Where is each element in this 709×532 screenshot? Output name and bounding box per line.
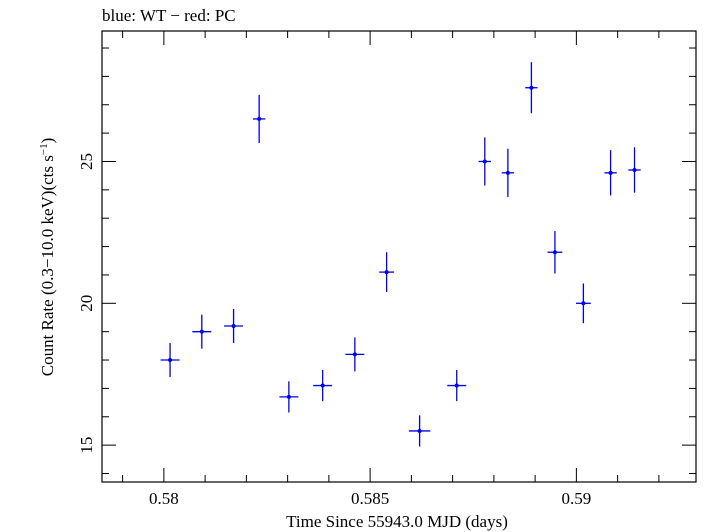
data-point <box>224 308 244 344</box>
y-axis-label-main: Count Rate (0.3−10.0 keV)(cts s <box>38 155 57 376</box>
data-point <box>408 415 431 447</box>
x-axis-label: Time Since 55943.0 MJD (days) <box>286 512 508 531</box>
data-point <box>279 381 299 413</box>
x-tick-label: 0.585 <box>351 489 389 508</box>
data-point <box>313 369 333 402</box>
data-point <box>547 230 563 274</box>
plot-axes <box>101 30 697 483</box>
point-marker <box>505 170 510 175</box>
point-marker <box>320 383 325 388</box>
data-point <box>604 150 617 196</box>
y-tick-label: 25 <box>77 153 96 170</box>
point-marker <box>581 301 586 306</box>
data-point <box>525 62 538 114</box>
point-marker <box>529 85 534 90</box>
data-point <box>192 314 212 349</box>
point-marker <box>199 329 204 334</box>
point-marker <box>482 159 487 164</box>
data-points <box>160 62 641 447</box>
y-axis-label-close: ) <box>38 138 57 144</box>
data-point <box>345 337 365 372</box>
point-marker <box>168 358 173 363</box>
data-point <box>628 147 641 193</box>
chart-title: blue: WT − red: PC <box>102 6 236 25</box>
point-marker <box>352 352 357 357</box>
point-marker <box>231 323 236 328</box>
data-point <box>160 343 180 378</box>
point-marker <box>384 270 389 275</box>
data-point <box>252 94 266 144</box>
tick-labels: 0.58 0.585 0.59 15 20 25 <box>77 153 591 508</box>
y-axis-label: Count Rate (0.3−10.0 keV)(cts s−1) <box>38 138 57 377</box>
data-point <box>478 137 491 186</box>
y-tick-label: 15 <box>77 437 96 454</box>
axis-ticks <box>102 31 696 482</box>
point-marker <box>286 394 291 399</box>
y-tick-label: 20 <box>77 295 96 312</box>
point-marker <box>552 250 557 255</box>
point-marker <box>608 170 613 175</box>
data-point <box>447 369 467 402</box>
data-point <box>379 252 395 292</box>
point-marker <box>417 428 422 433</box>
point-marker <box>632 167 637 172</box>
x-tick-label: 0.59 <box>562 489 592 508</box>
x-tick-label: 0.58 <box>149 489 179 508</box>
y-axis-label-exponent: −1 <box>38 143 50 155</box>
plot-frame <box>101 30 697 483</box>
point-marker <box>454 383 459 388</box>
data-point <box>501 148 515 197</box>
data-point <box>575 283 591 324</box>
point-marker <box>257 116 262 121</box>
